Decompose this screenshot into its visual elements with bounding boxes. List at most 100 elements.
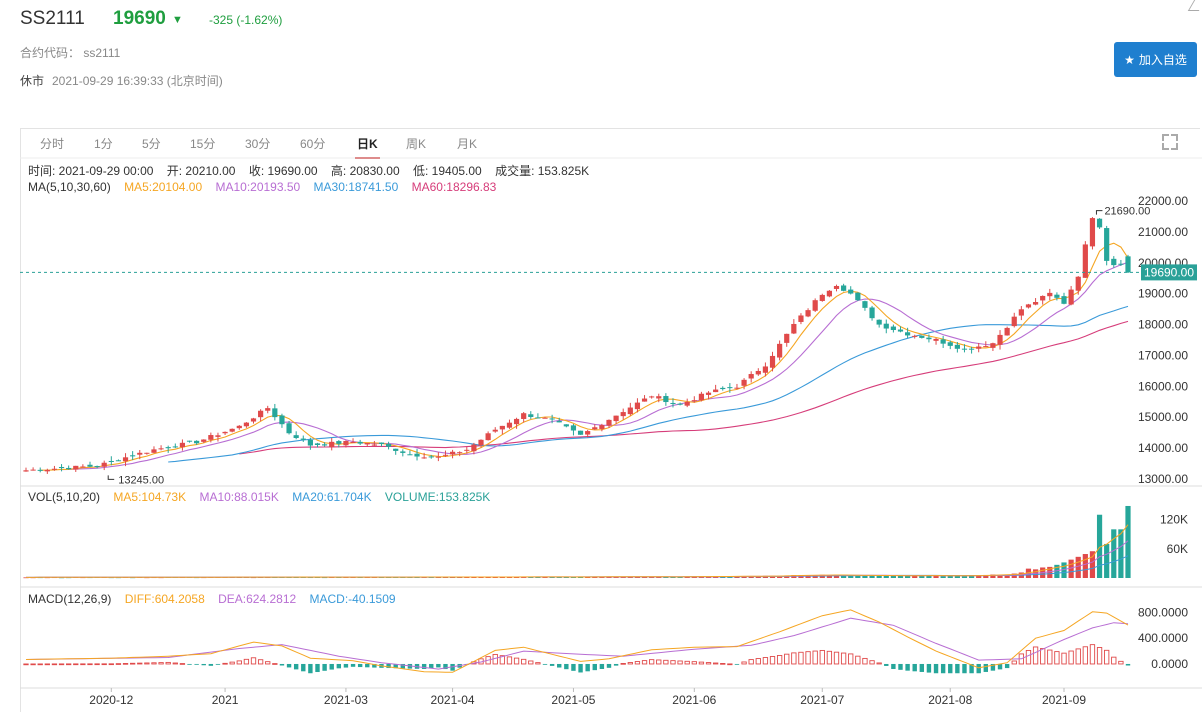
volume-bar	[1061, 562, 1067, 578]
macd-histogram-bar	[201, 663, 206, 666]
volume-bar	[954, 575, 960, 578]
candle-body	[997, 334, 1003, 345]
add-to-watchlist-button[interactable]: ★ 加入自选	[1114, 42, 1197, 77]
volume-bar	[649, 576, 655, 578]
period-tabs: 分时 1分 5分 15分 30分 60分 日K 周K 月K	[20, 128, 1200, 159]
volume-ma5-line	[26, 524, 1129, 578]
macd-histogram-bar	[44, 663, 50, 666]
candle-body	[1075, 276, 1081, 291]
volume-bar	[940, 576, 946, 578]
max-price-pointer	[1095, 210, 1103, 215]
volume-bar	[741, 576, 747, 578]
macd-histogram-bar	[549, 663, 555, 666]
macd-histogram-bar	[115, 663, 122, 665]
tab-monthly[interactable]: 月K	[457, 137, 478, 151]
ohlc-close: 收: 19690.00	[248, 164, 318, 178]
candle-body	[1082, 244, 1088, 278]
price-tick-label: 14000.00	[1138, 441, 1188, 455]
macd-histogram-bar	[80, 663, 86, 666]
macd-histogram-bar	[450, 663, 455, 671]
volume-bar	[933, 575, 939, 578]
candle-body	[649, 396, 655, 398]
candle-body	[250, 418, 257, 422]
volume-bar	[926, 575, 932, 578]
quote-timestamp: 2021-09-29 16:39:33 (北京时间)	[52, 74, 223, 88]
macd-histogram-bar	[521, 658, 527, 665]
candle-body	[947, 342, 953, 346]
candle-body	[371, 444, 377, 446]
macd-histogram-bar	[421, 663, 427, 669]
candle-body	[108, 460, 114, 462]
macd-histogram-bar	[343, 663, 349, 668]
candle-body	[570, 425, 577, 431]
candle-body	[777, 343, 783, 358]
volume-bar	[592, 576, 598, 578]
candle-body	[1011, 316, 1017, 327]
macd-histogram-bar	[798, 651, 804, 665]
macd-histogram-bar	[557, 663, 562, 668]
candle-body	[350, 441, 356, 443]
price-tick-label: 13000.00	[1138, 472, 1188, 486]
min-price-annotation: 13245.00	[118, 474, 164, 486]
macd-histogram-bar	[663, 659, 669, 665]
macd-histogram-bar	[1075, 648, 1081, 665]
volume-bar	[1054, 564, 1060, 578]
macd-histogram-bar	[393, 663, 398, 669]
volume-bar	[307, 577, 313, 579]
max-price-annotation: 21690.00	[1104, 206, 1150, 218]
tab-5min[interactable]: 5分	[142, 137, 161, 151]
candle-body	[762, 366, 769, 373]
candle-body	[620, 412, 626, 417]
tab-1min[interactable]: 1分	[94, 137, 113, 151]
volume-bar	[1004, 574, 1010, 578]
macd-histogram-bar	[634, 661, 641, 665]
macd-histogram-bar	[1011, 660, 1017, 665]
candle-body	[158, 448, 164, 450]
volume-bar	[890, 575, 896, 578]
ma60-value: MA60:18296.83	[411, 180, 497, 194]
volume-bar	[471, 577, 477, 578]
candle-body	[769, 355, 776, 368]
contract-code-value: ss2111	[83, 46, 121, 60]
candle-body	[528, 414, 534, 417]
candle-body	[73, 465, 79, 470]
candle-body	[983, 346, 989, 348]
candle-body	[1025, 304, 1032, 308]
volume-bar	[748, 576, 754, 578]
macd-histogram-bar	[265, 661, 271, 665]
macd-histogram-bar	[308, 663, 313, 674]
tab-60min[interactable]: 60分	[300, 137, 326, 151]
ma30-value: MA30:18741.50	[313, 180, 399, 194]
tab-weekly[interactable]: 周K	[406, 137, 427, 151]
macd-histogram-bar	[1068, 650, 1074, 665]
candle-body	[421, 457, 427, 459]
volume-bar	[485, 577, 491, 578]
candle-body	[848, 289, 854, 294]
volume-bar	[1082, 554, 1088, 578]
macd-histogram-bar	[720, 663, 726, 665]
candle-body	[506, 422, 513, 428]
macd-histogram-bar	[436, 663, 441, 668]
volume-bar	[1075, 556, 1081, 578]
candle-body	[464, 449, 470, 451]
ma10-value: MA10:20193.50	[215, 180, 301, 194]
tab-15min[interactable]: 15分	[190, 137, 216, 151]
macd-histogram-bar	[677, 660, 683, 665]
fullscreen-icon[interactable]	[1162, 134, 1178, 150]
tab-30min[interactable]: 30分	[245, 137, 271, 151]
volume-bar	[1068, 559, 1074, 578]
volume-bar	[976, 575, 982, 578]
candle-body	[1004, 327, 1010, 336]
macd-histogram-bar	[976, 663, 981, 674]
time-axis-label: 2020-12	[89, 693, 133, 707]
macd-histogram-bar	[94, 663, 100, 666]
macd-histogram-bar	[87, 663, 93, 666]
candle-body	[208, 435, 214, 440]
candle-body	[990, 343, 996, 348]
macd-histogram-bar	[734, 663, 740, 665]
tab-timeshare[interactable]: 分时	[40, 137, 65, 151]
volume-bar	[990, 574, 996, 578]
candle-body	[23, 470, 29, 472]
macd-histogram-bar	[350, 663, 356, 667]
